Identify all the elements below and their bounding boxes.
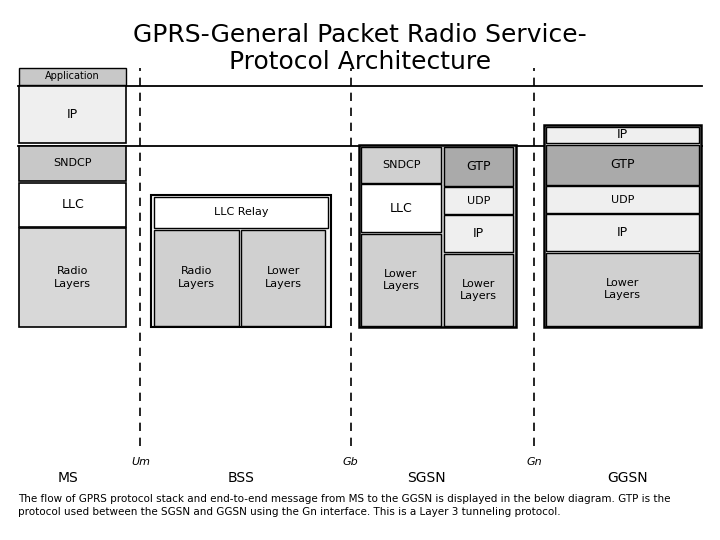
Bar	[361, 234, 441, 326]
Text: GGSN: GGSN	[608, 471, 648, 485]
Text: GTP: GTP	[466, 160, 491, 173]
Text: LLC: LLC	[390, 201, 413, 215]
Text: MS: MS	[58, 471, 78, 485]
Text: Protocol Architecture: Protocol Architecture	[229, 50, 491, 74]
Text: LLC Relay: LLC Relay	[214, 207, 269, 217]
Bar	[241, 230, 325, 326]
Text: Radio
Layers: Radio Layers	[54, 266, 91, 289]
Text: SNDCP: SNDCP	[382, 160, 420, 170]
Text: Gb: Gb	[343, 457, 359, 467]
Bar	[444, 254, 513, 326]
Bar	[151, 195, 331, 327]
Bar	[361, 184, 441, 232]
Text: Lower
Layers: Lower Layers	[604, 278, 642, 300]
Text: Radio
Layers: Radio Layers	[178, 266, 215, 289]
Text: Lower
Layers: Lower Layers	[382, 268, 420, 291]
Text: IP: IP	[617, 129, 629, 141]
Bar	[544, 125, 701, 327]
Bar	[546, 186, 699, 213]
Bar	[444, 215, 513, 252]
Text: SNDCP: SNDCP	[53, 158, 92, 168]
Text: Lower
Layers: Lower Layers	[460, 279, 497, 301]
Text: GTP: GTP	[611, 158, 635, 172]
Text: Lower
Layers: Lower Layers	[265, 266, 302, 289]
Text: Um: Um	[131, 457, 150, 467]
Text: UDP: UDP	[611, 194, 634, 205]
Text: The flow of GPRS protocol stack and end-to-end message from MS to the GGSN is di: The flow of GPRS protocol stack and end-…	[18, 494, 670, 517]
Bar	[19, 183, 126, 227]
Bar	[361, 147, 441, 183]
Text: Application: Application	[45, 71, 100, 81]
Bar	[154, 197, 328, 228]
Text: Gn: Gn	[526, 457, 542, 467]
Text: UDP: UDP	[467, 196, 490, 206]
Bar	[19, 68, 126, 85]
Bar	[359, 145, 516, 327]
Bar	[19, 146, 126, 181]
Bar	[546, 253, 699, 326]
Text: SGSN: SGSN	[407, 471, 446, 485]
Bar	[546, 145, 699, 185]
Bar	[546, 127, 699, 143]
Bar	[19, 86, 126, 143]
Bar	[546, 214, 699, 251]
Text: IP: IP	[67, 108, 78, 122]
Text: LLC: LLC	[61, 198, 84, 211]
Text: IP: IP	[473, 227, 484, 240]
Text: GPRS-General Packet Radio Service-: GPRS-General Packet Radio Service-	[133, 23, 587, 47]
Bar	[19, 228, 126, 327]
Bar	[154, 230, 239, 326]
Text: IP: IP	[617, 226, 629, 239]
Bar	[444, 187, 513, 214]
Text: BSS: BSS	[228, 471, 255, 485]
Bar	[444, 147, 513, 186]
